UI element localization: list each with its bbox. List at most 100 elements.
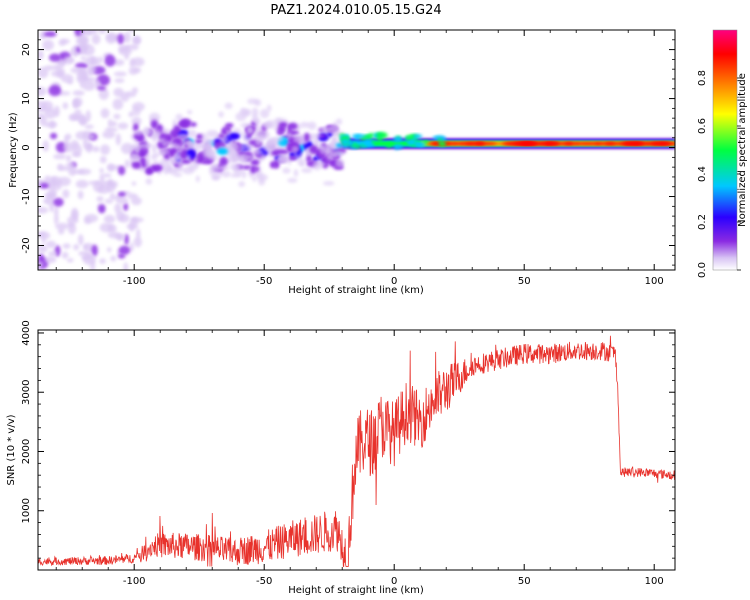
cluster-patch bbox=[333, 150, 345, 157]
cluster-patch bbox=[326, 155, 332, 160]
cluster-patch bbox=[282, 167, 291, 174]
signal-peak bbox=[452, 142, 466, 146]
y-tick-label: -10 bbox=[21, 188, 32, 204]
cluster-patch bbox=[146, 167, 155, 173]
cluster-patch bbox=[322, 181, 335, 186]
cluster-patch bbox=[232, 128, 242, 135]
noise-patch bbox=[112, 98, 124, 110]
noise-patch bbox=[104, 54, 116, 67]
cluster-patch bbox=[252, 148, 264, 156]
cluster-patch bbox=[206, 129, 219, 138]
noise-patch bbox=[82, 80, 96, 91]
signal-peak bbox=[544, 142, 564, 146]
cluster-patch bbox=[178, 160, 183, 170]
colorbar-tick-label: 0.4 bbox=[697, 166, 708, 182]
x-tick-label: 0 bbox=[391, 576, 397, 587]
cluster-patch bbox=[246, 127, 254, 135]
cluster-patch bbox=[319, 126, 332, 133]
cluster-patch bbox=[307, 121, 317, 130]
noise-patch bbox=[40, 182, 49, 189]
noise-patch bbox=[115, 210, 125, 222]
cluster-patch bbox=[152, 164, 163, 172]
noise-patch bbox=[44, 191, 56, 199]
noise-patch bbox=[76, 46, 81, 53]
noise-patch bbox=[90, 259, 96, 270]
cluster-patch bbox=[252, 175, 257, 182]
cluster-patch bbox=[250, 159, 260, 166]
cluster-patch bbox=[143, 126, 150, 136]
noise-patch bbox=[96, 86, 107, 91]
cluster-patch bbox=[251, 107, 259, 118]
cluster-patch bbox=[326, 132, 333, 137]
noise-patch bbox=[88, 134, 96, 140]
noise-patch bbox=[117, 122, 129, 130]
y-tick-label: 3000 bbox=[21, 379, 32, 404]
noise-patch bbox=[123, 262, 129, 270]
spectrogram-x-axis: -100 -50 0 50 100 bbox=[55, 30, 664, 287]
onset-patch bbox=[370, 140, 377, 144]
noise-patch bbox=[61, 38, 70, 44]
noise-patch bbox=[90, 55, 96, 67]
x-tick-label: 100 bbox=[645, 276, 664, 287]
colorbar-tick-label: 0.8 bbox=[697, 70, 708, 86]
cluster-patch bbox=[300, 162, 305, 167]
noise-patch bbox=[104, 198, 114, 204]
noise-patch bbox=[64, 133, 72, 141]
snr-y-axis: 1000 2000 3000 4000 bbox=[21, 320, 675, 559]
cluster-patch bbox=[277, 125, 286, 134]
cluster-patch bbox=[150, 119, 158, 129]
cluster-patch bbox=[261, 121, 273, 129]
noise-patch bbox=[62, 243, 71, 249]
cluster-patch bbox=[129, 153, 140, 162]
noise-patch bbox=[53, 197, 64, 207]
cluster-patch bbox=[245, 155, 255, 160]
noise-patch bbox=[99, 168, 104, 174]
cluster-patch bbox=[178, 133, 189, 139]
snr-x-axis: -100 -50 0 50 100 bbox=[55, 330, 664, 587]
noise-patch bbox=[125, 91, 137, 98]
cluster-patch bbox=[208, 166, 215, 176]
cluster-patch bbox=[301, 167, 313, 173]
cluster-patch bbox=[190, 122, 197, 127]
noise-patch bbox=[48, 53, 61, 62]
noise-patch bbox=[100, 108, 110, 119]
signal-peak bbox=[643, 142, 671, 146]
noise-patch bbox=[84, 213, 99, 223]
noise-patch bbox=[53, 154, 67, 160]
onset-patch bbox=[438, 140, 447, 147]
cluster-patch bbox=[219, 156, 228, 167]
cluster-patch bbox=[291, 146, 299, 153]
noise-patch bbox=[107, 247, 112, 253]
noise-patch bbox=[62, 102, 69, 110]
noise-patch bbox=[99, 258, 106, 264]
figure-title: PAZ1.2024.010.05.15.G24 bbox=[270, 3, 441, 18]
noise-patch bbox=[133, 237, 142, 248]
noise-patch bbox=[38, 244, 48, 253]
spectrogram-y-label: Frequency (Hz) bbox=[8, 112, 19, 188]
noise-patch bbox=[77, 168, 92, 175]
cluster-patch bbox=[218, 111, 224, 118]
noise-patch bbox=[65, 154, 72, 162]
noise-patch bbox=[114, 78, 125, 83]
cluster-patch bbox=[197, 152, 204, 163]
noise-patch bbox=[67, 223, 77, 235]
noise-patch bbox=[123, 31, 131, 43]
cluster-patch bbox=[145, 178, 153, 185]
cluster-patch bbox=[169, 168, 178, 176]
noise-patch bbox=[123, 202, 129, 211]
noise-patch bbox=[107, 231, 121, 239]
cluster-patch bbox=[187, 109, 193, 115]
noise-patch bbox=[104, 127, 118, 133]
noise-patch bbox=[129, 43, 139, 51]
cluster-patch bbox=[158, 138, 166, 143]
noise-patch bbox=[48, 250, 58, 257]
noise-patch bbox=[115, 133, 121, 146]
cluster-patch bbox=[151, 143, 157, 154]
noise-patch bbox=[105, 181, 116, 193]
cluster-patch bbox=[222, 170, 231, 178]
noise-patch bbox=[108, 195, 121, 200]
cluster-patch bbox=[218, 165, 230, 171]
noise-patch bbox=[72, 98, 79, 109]
colorbar-tick-label: 0.0 bbox=[697, 262, 708, 278]
noise-patch bbox=[129, 242, 134, 252]
